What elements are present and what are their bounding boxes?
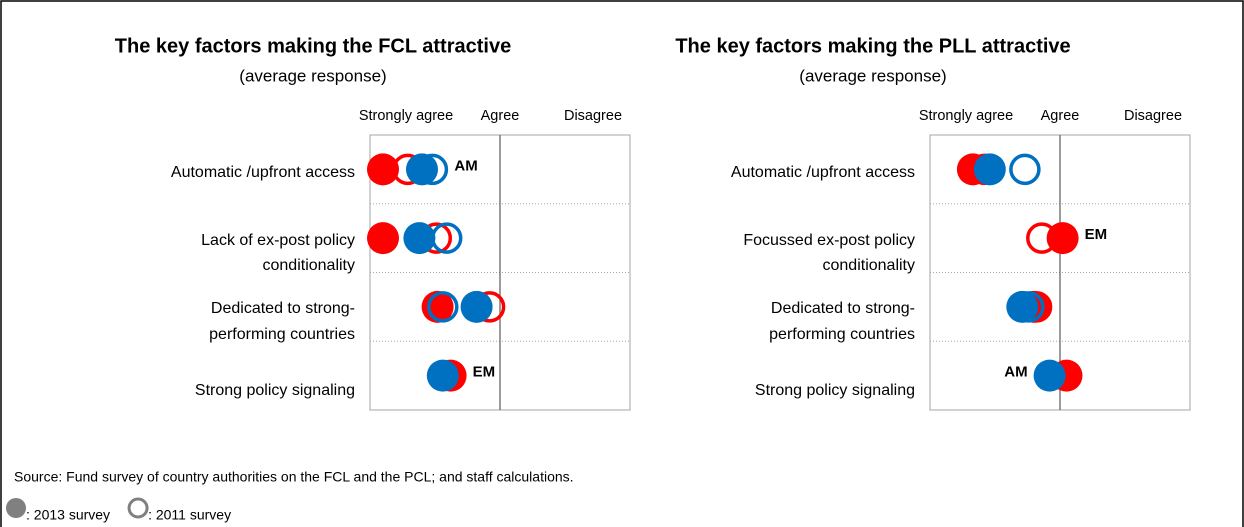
category-label: Automatic /upfront access xyxy=(730,163,915,181)
category-label: Strong policy signaling xyxy=(754,381,915,399)
dot-filled xyxy=(406,153,438,186)
dot-filled xyxy=(1006,290,1039,323)
dot-filled xyxy=(367,222,399,255)
category-label: Dedicated to strong-performing countries xyxy=(209,300,355,343)
dot-open xyxy=(1013,291,1045,323)
category-text: Dedicated to strong-performing countries xyxy=(209,300,355,343)
dot-open xyxy=(1009,153,1041,186)
dot-filled xyxy=(367,153,399,186)
legend-label: : 2011 survey xyxy=(148,507,231,523)
source-note: Source: Fund survey of country authoriti… xyxy=(14,469,574,485)
legend-label: : 2013 survey xyxy=(26,507,110,523)
dot-open xyxy=(430,222,463,254)
category-label: Lack of ex-post policy conditionality xyxy=(201,231,355,275)
x-tick-label: Strongly agree xyxy=(359,108,453,124)
dot-filled xyxy=(1033,359,1066,392)
x-tick-label: Disagree xyxy=(564,108,622,124)
chart-title: The key factors making the PLL attractiv… xyxy=(675,35,1070,57)
chart-subtitle: (average response) xyxy=(799,66,946,85)
dot-open xyxy=(416,153,449,186)
annotation: AM xyxy=(454,157,477,174)
x-tick-label: Agree xyxy=(1041,108,1080,124)
legend-symbol xyxy=(127,497,149,519)
category-text: Strong policy signaling xyxy=(754,381,915,399)
dot-filled xyxy=(403,222,436,255)
dot-filled xyxy=(426,359,459,392)
legend-symbol xyxy=(6,498,26,518)
chart-subtitle: (average response) xyxy=(239,66,386,85)
category-label: Automatic /upfront access xyxy=(170,163,355,181)
x-tick-label: Strongly agree xyxy=(919,108,1013,124)
dot-open xyxy=(1026,222,1058,254)
annotation: AM xyxy=(1004,364,1027,381)
category-text: Focussed ex-post policy conditionality xyxy=(743,231,915,275)
category-label: Strong policy signaling xyxy=(194,381,355,399)
annotation: EM xyxy=(1085,226,1108,243)
category-text: Lack of ex-post policy conditionality xyxy=(201,231,355,275)
dot-filled xyxy=(460,290,493,323)
dot-open xyxy=(427,291,459,323)
category-text: Dedicated to strong-performing countries xyxy=(769,300,915,343)
category-label: Focussed ex-post policy conditionality xyxy=(743,231,915,275)
category-text: Automatic /upfront access xyxy=(170,163,355,181)
category-text: Automatic /upfront access xyxy=(730,163,915,181)
annotation: EM xyxy=(473,364,496,381)
dot-filled xyxy=(973,153,1006,186)
chart-title: The key factors making the FCL attractiv… xyxy=(115,35,511,57)
x-tick-label: Agree xyxy=(481,108,520,124)
category-text: Strong policy signaling xyxy=(194,381,355,399)
category-label: Dedicated to strong-performing countries xyxy=(769,300,915,343)
x-tick-label: Disagree xyxy=(1124,108,1182,124)
